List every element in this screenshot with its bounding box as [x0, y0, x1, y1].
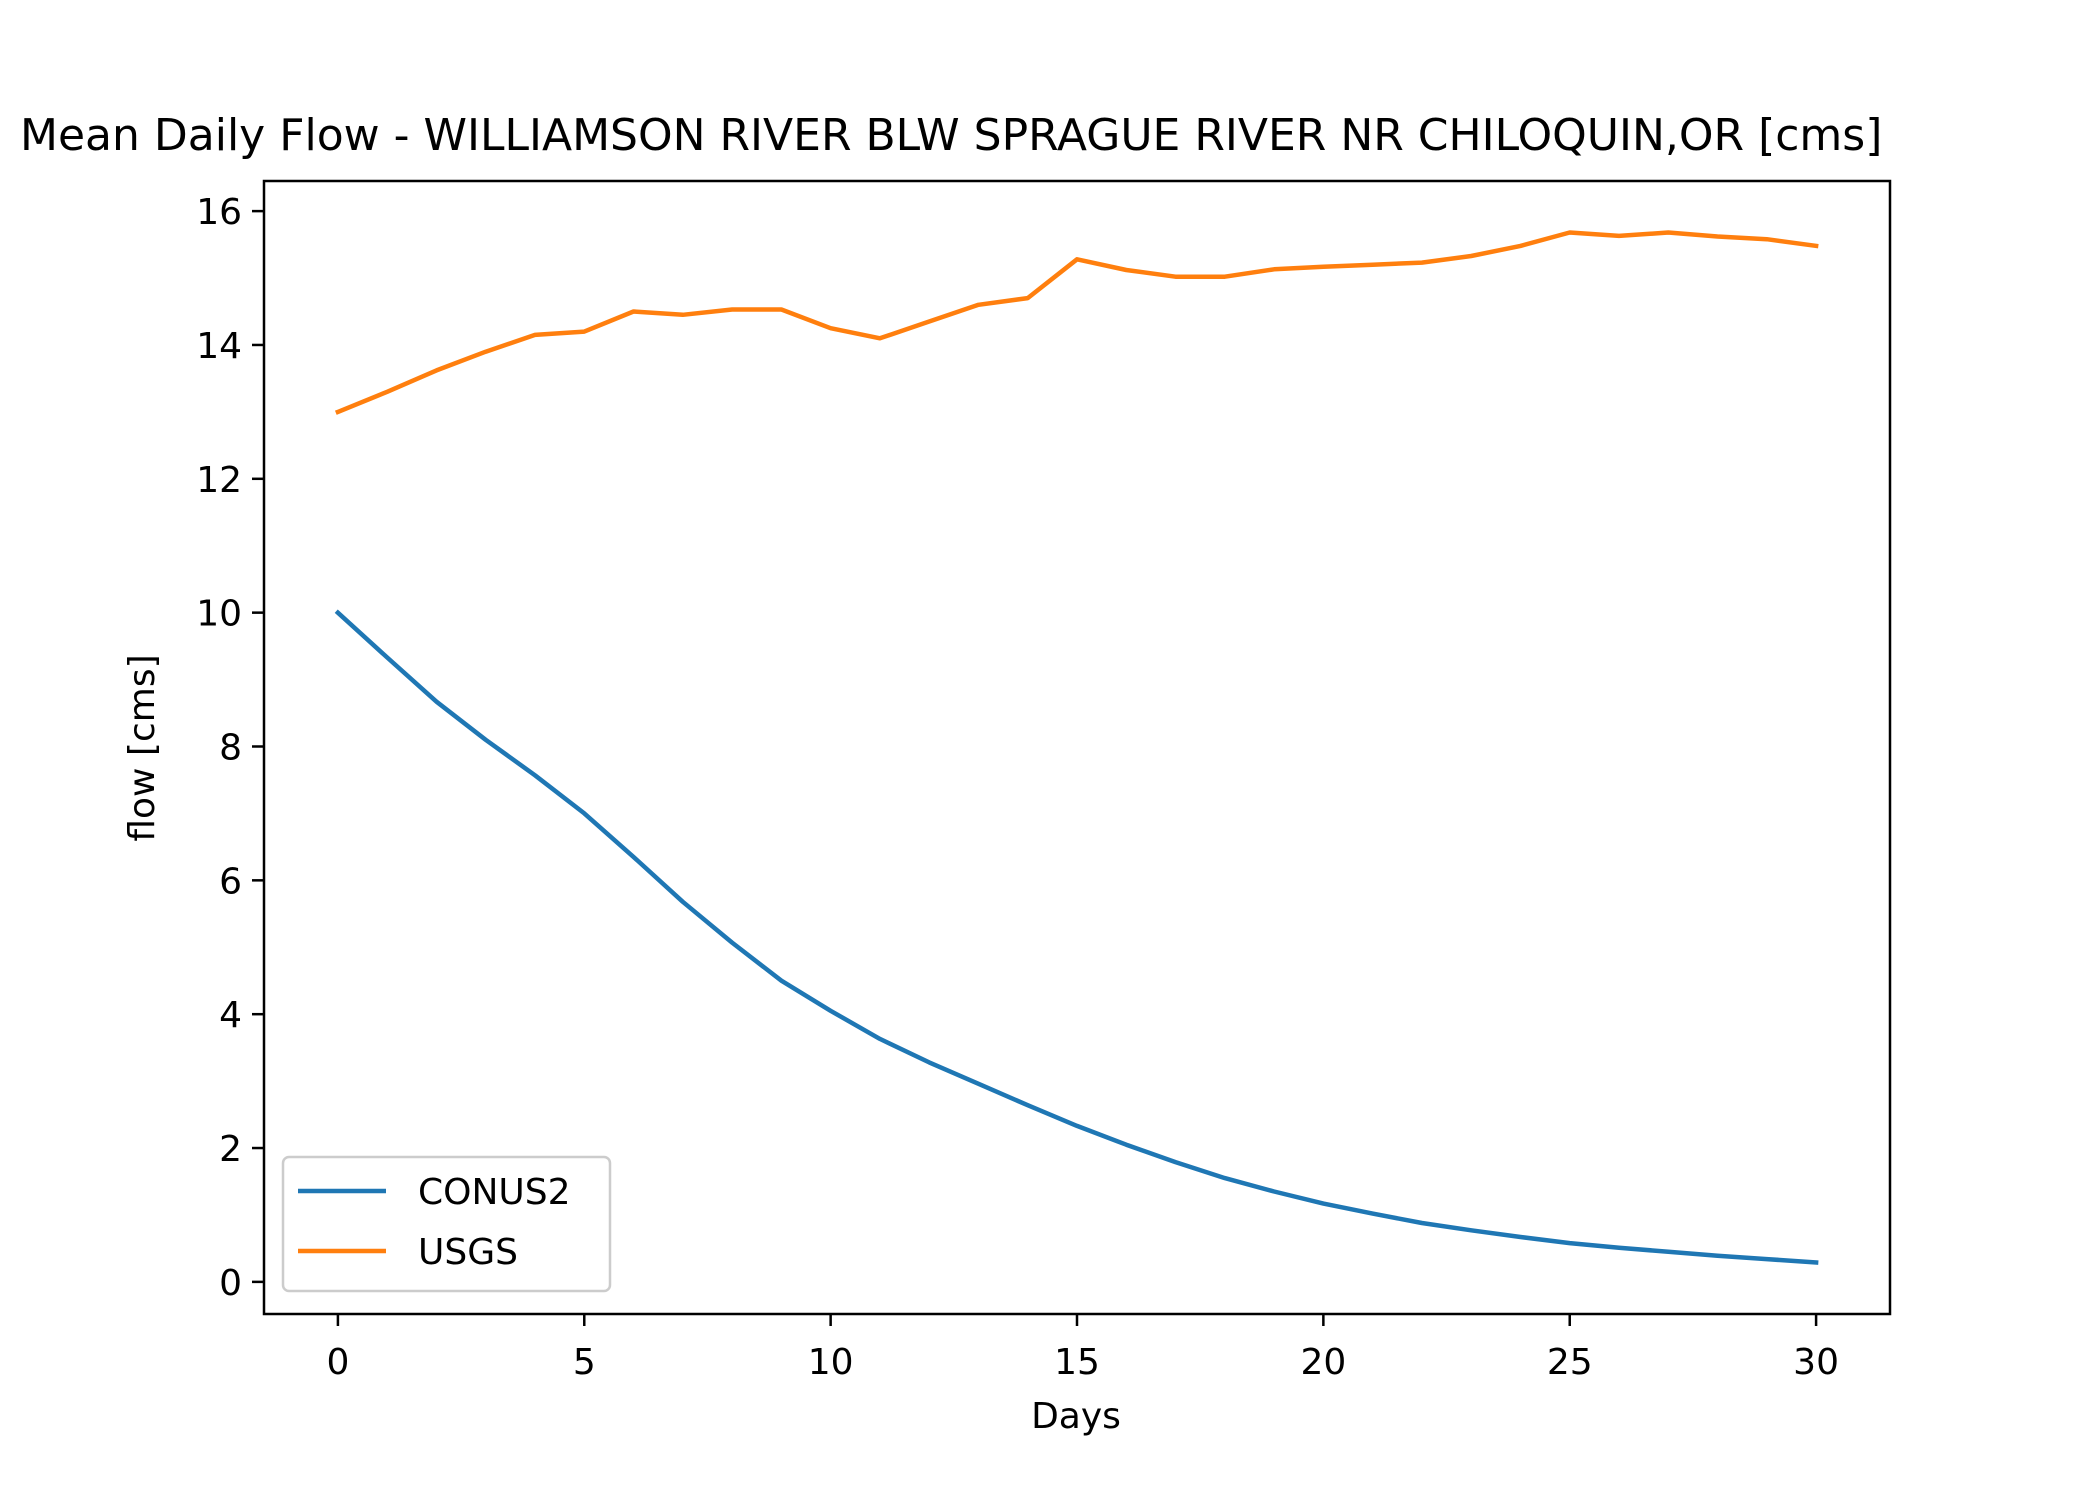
- y-tick-label: 4: [219, 995, 242, 1036]
- x-tick-label: 0: [326, 1342, 349, 1383]
- y-tick-label: 2: [219, 1129, 242, 1170]
- y-tick-label: 10: [196, 594, 242, 635]
- x-tick-label: 5: [573, 1342, 596, 1383]
- y-axis: 0 2 4 6 8 10 12 14 16: [196, 192, 264, 1304]
- y-tick-label: 16: [196, 192, 242, 233]
- y-tick-label: 14: [196, 326, 242, 367]
- plot-area: [334, 230, 1819, 1265]
- y-tick-label: 8: [219, 727, 242, 768]
- x-tick-label: 30: [1793, 1342, 1839, 1383]
- y-tick-label: 6: [219, 861, 242, 902]
- x-tick-label: 20: [1300, 1342, 1346, 1383]
- x-axis-label: Days: [1031, 1396, 1121, 1437]
- legend: CONUS2 USGS: [281, 1155, 612, 1293]
- y-tick-label: 12: [196, 460, 242, 501]
- x-tick-label: 10: [808, 1342, 854, 1383]
- y-tick-label: 0: [219, 1263, 242, 1304]
- legend-label-usgs: USGS: [418, 1232, 518, 1273]
- chart-title: Mean Daily Flow - WILLIAMSON RIVER BLW S…: [20, 110, 1882, 161]
- x-tick-label: 15: [1054, 1342, 1100, 1383]
- series-line-conus2: [334, 609, 1819, 1265]
- x-axis: 0 5 10 15 20 25 30: [326, 1314, 1839, 1383]
- series-line-usgs: [334, 230, 1819, 415]
- x-tick-label: 25: [1547, 1342, 1593, 1383]
- y-axis-label: flow [cms]: [122, 654, 163, 841]
- legend-label-conus2: CONUS2: [418, 1172, 571, 1213]
